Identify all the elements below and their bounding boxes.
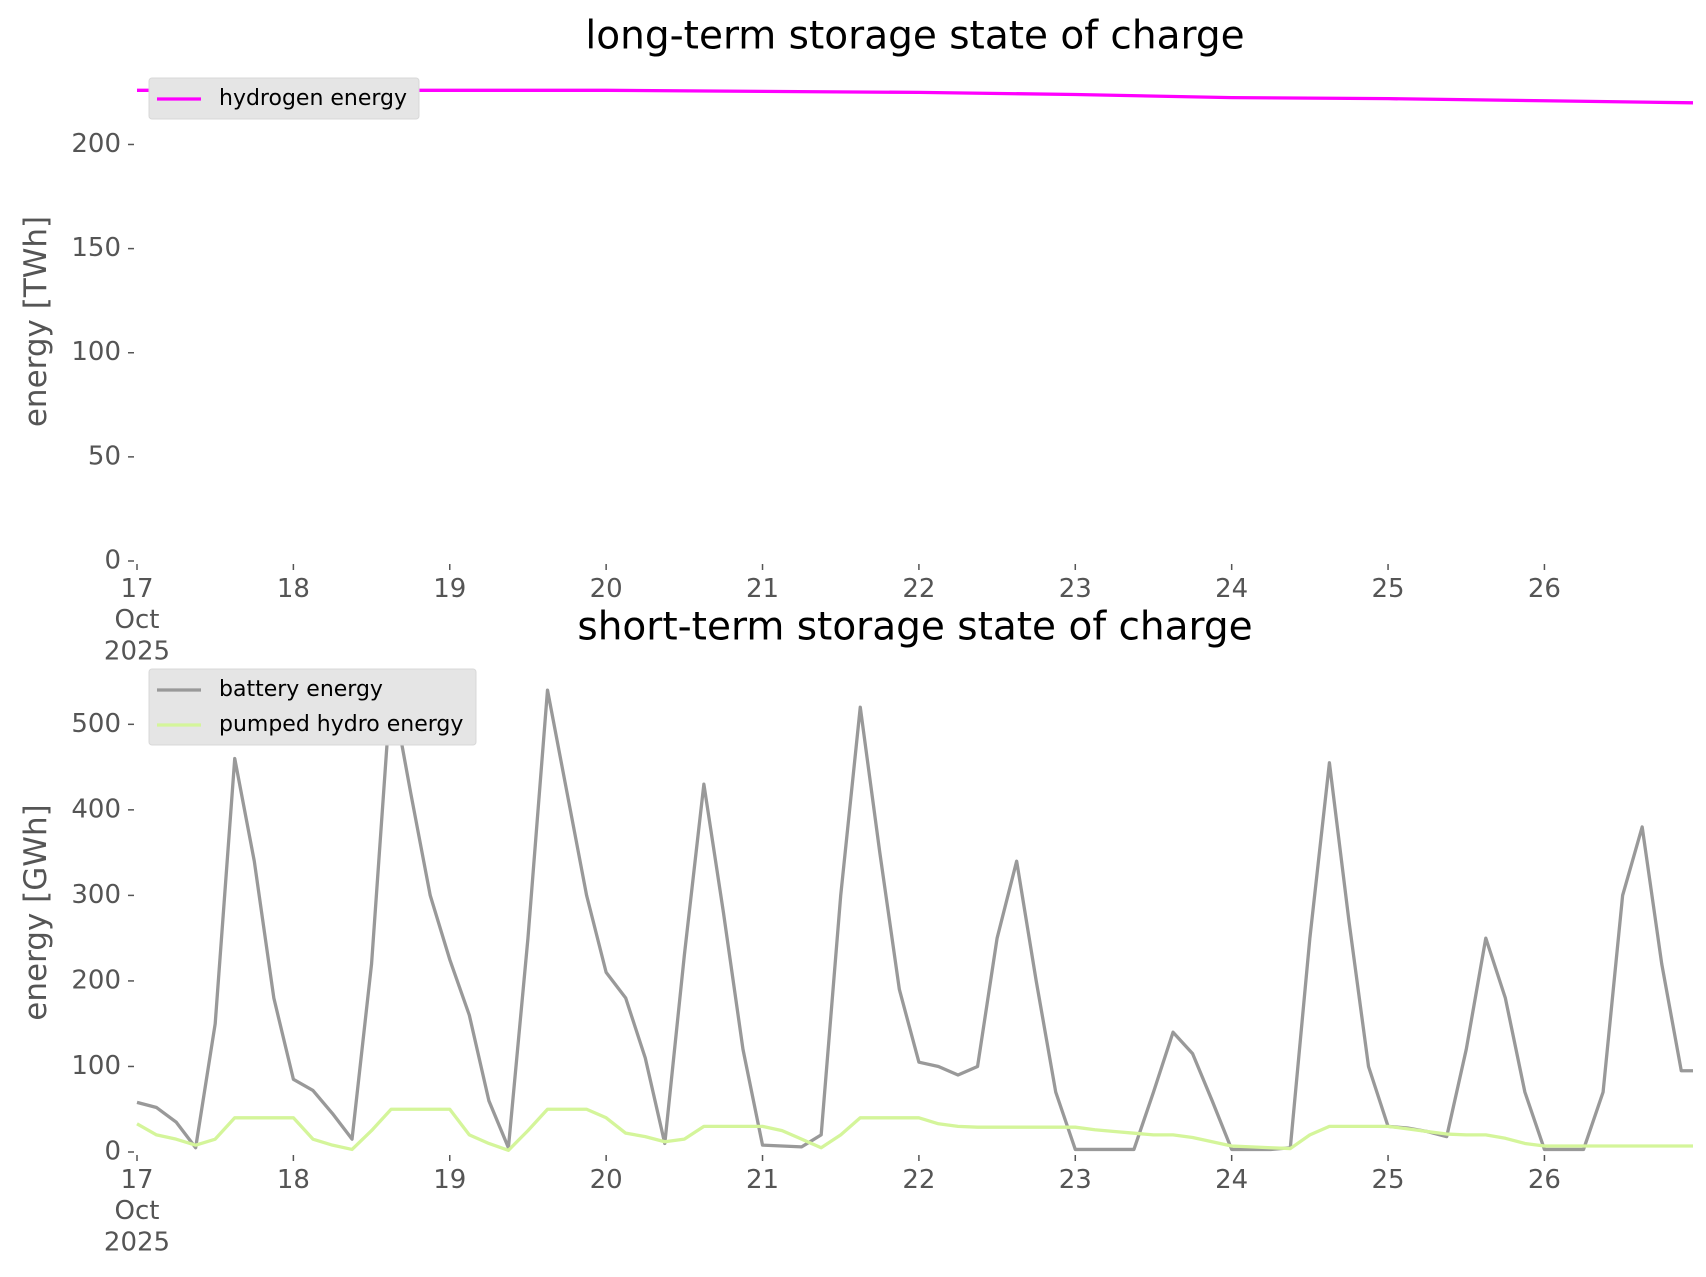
x-tick-label: 17 Oct 2025 (104, 1165, 170, 1257)
x-tick-label: 20 (590, 1165, 623, 1195)
y-tick-label: 500 (71, 709, 121, 739)
x-tick-label: 19 (433, 574, 466, 604)
series-line (136, 684, 1693, 1152)
legend-label: hydrogen energy (219, 86, 407, 111)
x-tick-label: 21 (746, 574, 779, 604)
x-tick-label: 25 (1372, 1165, 1405, 1195)
y-axis-label: energy [GWh] (18, 804, 54, 1020)
y-tick-label: 200 (71, 129, 121, 159)
legend-box (148, 77, 420, 120)
y-axis-label: energy [TWh] (18, 216, 54, 427)
x-tick-label: 22 (902, 574, 935, 604)
y-tick-label: 100 (71, 1051, 121, 1081)
y-tick-label: 50 (88, 441, 121, 471)
x-tick-label: 24 (1215, 1165, 1248, 1195)
y-tick-label: 100 (71, 337, 121, 367)
x-tick-label: 26 (1528, 574, 1561, 604)
x-tick-label: 25 (1372, 574, 1405, 604)
legend-label: pumped hydro energy (219, 712, 463, 737)
legend-label: battery energy (219, 677, 383, 702)
x-tick-label: 26 (1528, 1165, 1561, 1195)
x-tick-label: 24 (1215, 574, 1248, 604)
series-line (136, 1107, 1693, 1152)
y-tick-label: 0 (104, 1137, 121, 1167)
x-tick-label: 18 (277, 1165, 310, 1195)
y-tick-label: 200 (71, 965, 121, 995)
x-tick-label: 19 (433, 1165, 466, 1195)
x-tick-label: 23 (1059, 1165, 1092, 1195)
chart-title: short-term storage state of charge (577, 605, 1252, 650)
legend-box (148, 668, 477, 746)
chart-title: long-term storage state of charge (585, 14, 1244, 59)
x-tick-label: 23 (1059, 574, 1092, 604)
y-tick-label: 0 (104, 546, 121, 576)
x-tick-label: 18 (277, 574, 310, 604)
y-tick-label: 400 (71, 794, 121, 824)
x-tick-label: 21 (746, 1165, 779, 1195)
x-tick-label: 17 Oct 2025 (104, 574, 170, 666)
y-tick-label: 150 (71, 233, 121, 263)
x-tick-label: 22 (902, 1165, 935, 1195)
x-tick-label: 20 (590, 574, 623, 604)
y-tick-label: 300 (71, 880, 121, 910)
